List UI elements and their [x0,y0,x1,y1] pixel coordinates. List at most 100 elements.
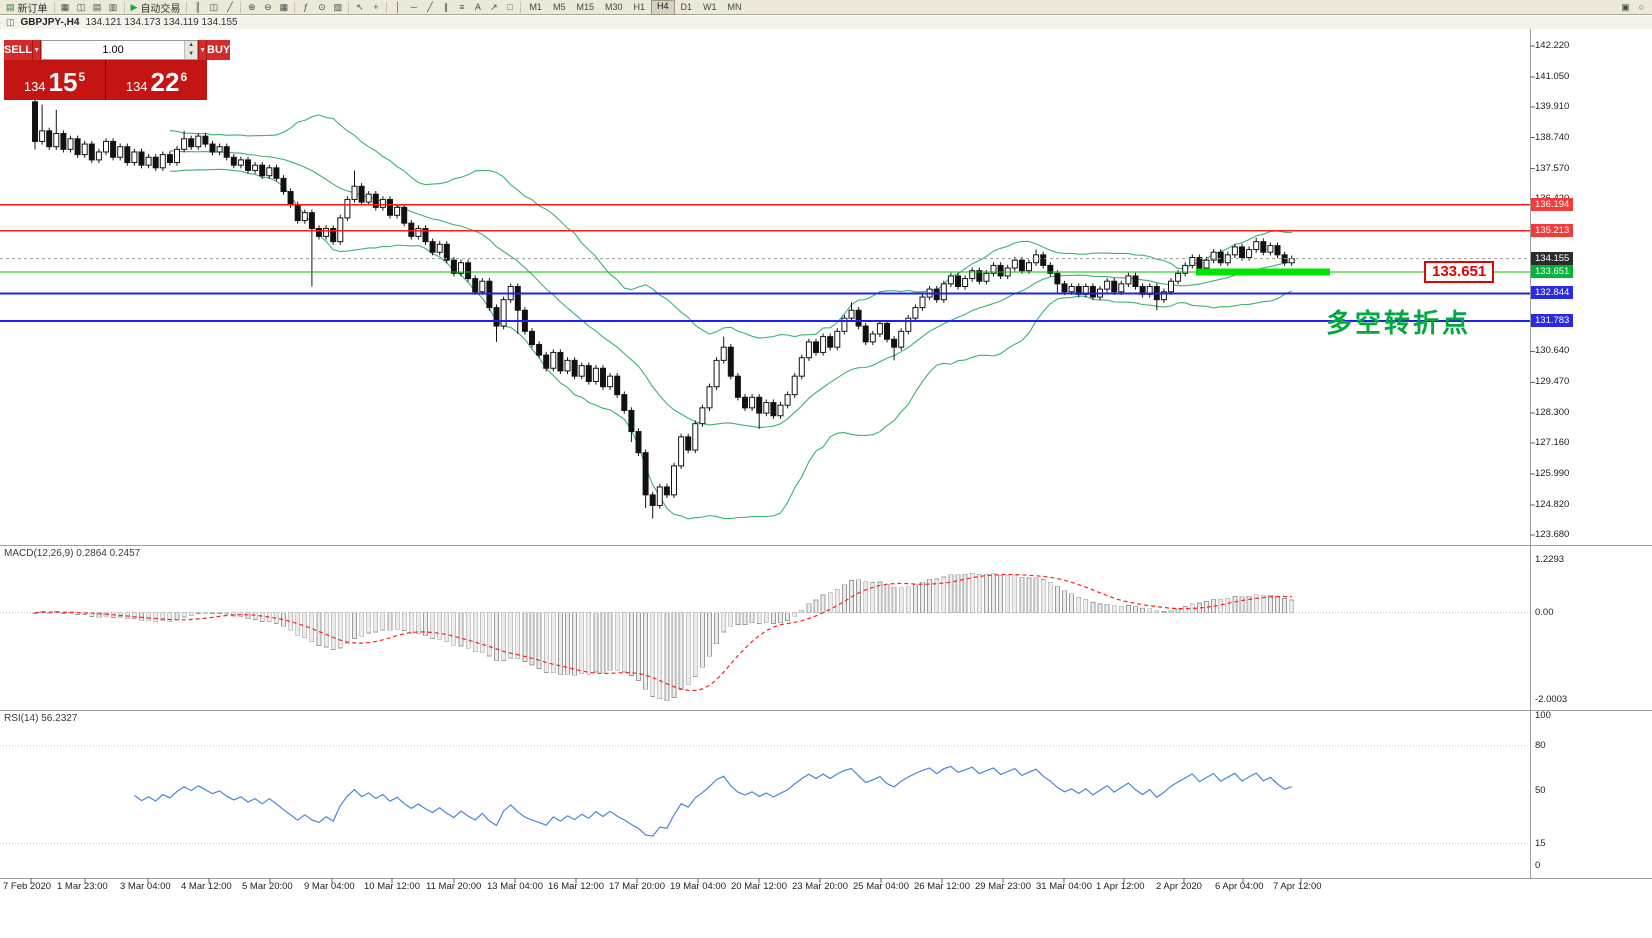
sell-button[interactable]: SELL [4,40,33,60]
arrows-icon-glyph-icon: ↗ [490,1,498,12]
periods-icon-glyph-icon: ⊙ [318,1,326,12]
chart-ohlc-values: 134.121 134.173 134.119 134.155 [85,17,238,28]
buy-button[interactable]: BUY [207,40,231,60]
vertical-line-icon[interactable]: │ [390,1,405,14]
search-icon[interactable]: ○ [1634,1,1649,14]
crosshair-icon-glyph-icon: + [373,2,379,12]
fibonacci-icon-glyph-icon: ≡ [459,2,465,12]
indicators-icon-glyph-icon: ƒ [303,2,309,12]
timeframe-button-h1[interactable]: H1 [633,1,646,12]
cursor-icon[interactable]: ↖ [352,1,367,14]
autotrading-button-label: 自动交易 [140,3,181,15]
timeframe-button-h4[interactable]: H4 [651,0,675,15]
sell-price-big: 15 [48,67,78,97]
line-chart-icon-glyph-icon: ╱ [227,1,233,12]
horizontal-line-objects[interactable] [0,204,1530,323]
timeframe-button-w1[interactable]: W1 [703,1,717,12]
price-callout-label[interactable]: 133.651 [1424,261,1495,283]
chart-title-strip: ◫ GBPJPY-,H4 134.121 134.173 134.119 134… [0,16,1652,29]
terminal-icon[interactable]: ▥ [106,1,121,14]
terminal-icon-glyph-icon: ▥ [108,1,118,12]
chart-symbol-title: GBPJPY-,H4 [20,17,80,28]
zoom-in-icon-glyph-icon: ⊕ [248,1,256,12]
shapes-icon-glyph-icon: □ [507,2,513,12]
candlestick-chart-icon[interactable]: ◫ [206,1,221,14]
candles [32,98,1295,519]
autotrading-button[interactable]: ▶ 自动交易 [128,1,184,15]
toolbar-separator [348,1,350,13]
arrows-icon[interactable]: ↗ [486,1,501,14]
line-chart-icon[interactable]: ╱ [222,1,237,14]
main-toolbar: ▤ 新订单 ▦ ◫ ▤ ▥ ▶ 自动交易 ║ ◫ ╱ ⊕ ⊖ ▦ ƒ ⊙ ▨ ↖ + │ ─ ╱ ∥ ≡ A ↗ □ M1 M5 M15 M… [0,0,1652,15]
toolbar-separator [386,1,388,13]
crosshair-icon[interactable]: + [368,1,383,14]
timeframe-button-m30[interactable]: M30 [604,1,623,12]
volume-up-icon[interactable]: ▲ [188,42,195,48]
highlight-bar[interactable] [1196,268,1330,276]
tile-windows-icon[interactable]: ▦ [276,1,291,14]
volume-down-icon[interactable]: ▼ [188,51,195,57]
timeframe-button-mn[interactable]: MN [727,1,742,12]
horizontal-line-icon[interactable]: ─ [406,1,421,14]
timeframe-button-m1[interactable]: M1 [529,1,542,12]
buy-price-prefix: 134 [125,79,148,94]
sell-price-prefix: 134 [23,79,46,94]
trendline-icon-glyph-icon: ╱ [427,1,433,12]
cn-annotation-text[interactable]: 多空转折点 [1326,308,1472,338]
toolbar-separator [123,1,125,13]
new-order-button[interactable]: ▤ 新订单 [3,1,51,15]
data-window-icon[interactable]: ◫ [74,1,89,14]
timeframe-button-d1[interactable]: D1 [680,1,693,12]
text-icon-glyph-icon: A [474,2,481,12]
horizontal-line-icon-glyph-icon: ─ [410,2,418,12]
dock-icon-glyph-icon: ▣ [1621,1,1630,12]
sell-price-sup: 5 [78,70,86,84]
zoom-out-icon-glyph-icon: ⊖ [264,1,272,12]
rsi-line [134,765,1292,837]
pane-separators [0,28,1652,883]
shapes-icon[interactable]: □ [502,1,517,14]
fibonacci-icon[interactable]: ≡ [454,1,469,14]
volume-input[interactable] [42,41,185,59]
dock-icon[interactable]: ▣ [1618,1,1633,14]
candlestick-chart-icon-glyph-icon: ◫ [209,1,219,12]
templates-icon-glyph-icon: ▨ [333,1,343,12]
indicators-icon[interactable]: ƒ [298,1,313,14]
price-scale-area[interactable] [1530,28,1652,878]
bar-chart-icon[interactable]: ║ [190,1,205,14]
toolbar-separator [294,1,296,13]
periods-icon[interactable]: ⊙ [314,1,329,14]
macd-signal-line [34,573,1292,692]
chart-tab-icon: ◫ [6,17,15,27]
templates-icon[interactable]: ▨ [330,1,345,14]
macd-histogram [32,572,1295,702]
channel-icon-glyph-icon: ∥ [443,1,449,12]
toolbar-separator [186,1,188,13]
market-watch-icon[interactable]: ▦ [58,1,73,14]
sell-price-display[interactable]: 134 15 5 [4,60,106,100]
macd-indicator-header: MACD(12,26,9) 0.2864 0.2457 [4,548,141,559]
volume-stepper: ▲ ▼ [184,41,198,59]
zoom-out-icon[interactable]: ⊖ [260,1,275,14]
channel-icon[interactable]: ∥ [438,1,453,14]
market-watch-icon-glyph-icon: ▦ [60,1,70,12]
data-window-icon-glyph-icon: ◫ [76,1,86,12]
toolbar-separator [53,1,55,13]
cursor-icon-glyph-icon: ↖ [356,1,364,12]
bollinger-bands [169,114,1292,520]
timeframe-button-m5[interactable]: M5 [552,1,566,12]
buy-price-sup: 6 [180,70,188,84]
sell-dropdown-icon[interactable]: ▼ [32,40,42,60]
trendline-icon[interactable]: ╱ [422,1,437,14]
zoom-in-icon[interactable]: ⊕ [244,1,259,14]
text-icon[interactable]: A [470,1,485,14]
rsi-indicator-header: RSI(14) 56.2327 [4,713,78,724]
buy-price-display[interactable]: 134 22 6 [106,60,207,100]
time-scale-area[interactable] [0,878,1530,896]
navigator-icon-glyph-icon: ▤ [92,1,102,12]
buy-dropdown-icon[interactable]: ▼ [198,40,207,60]
navigator-icon[interactable]: ▤ [90,1,105,14]
vertical-line-icon-glyph-icon: │ [395,2,401,12]
timeframe-button-m15[interactable]: M15 [576,1,594,12]
